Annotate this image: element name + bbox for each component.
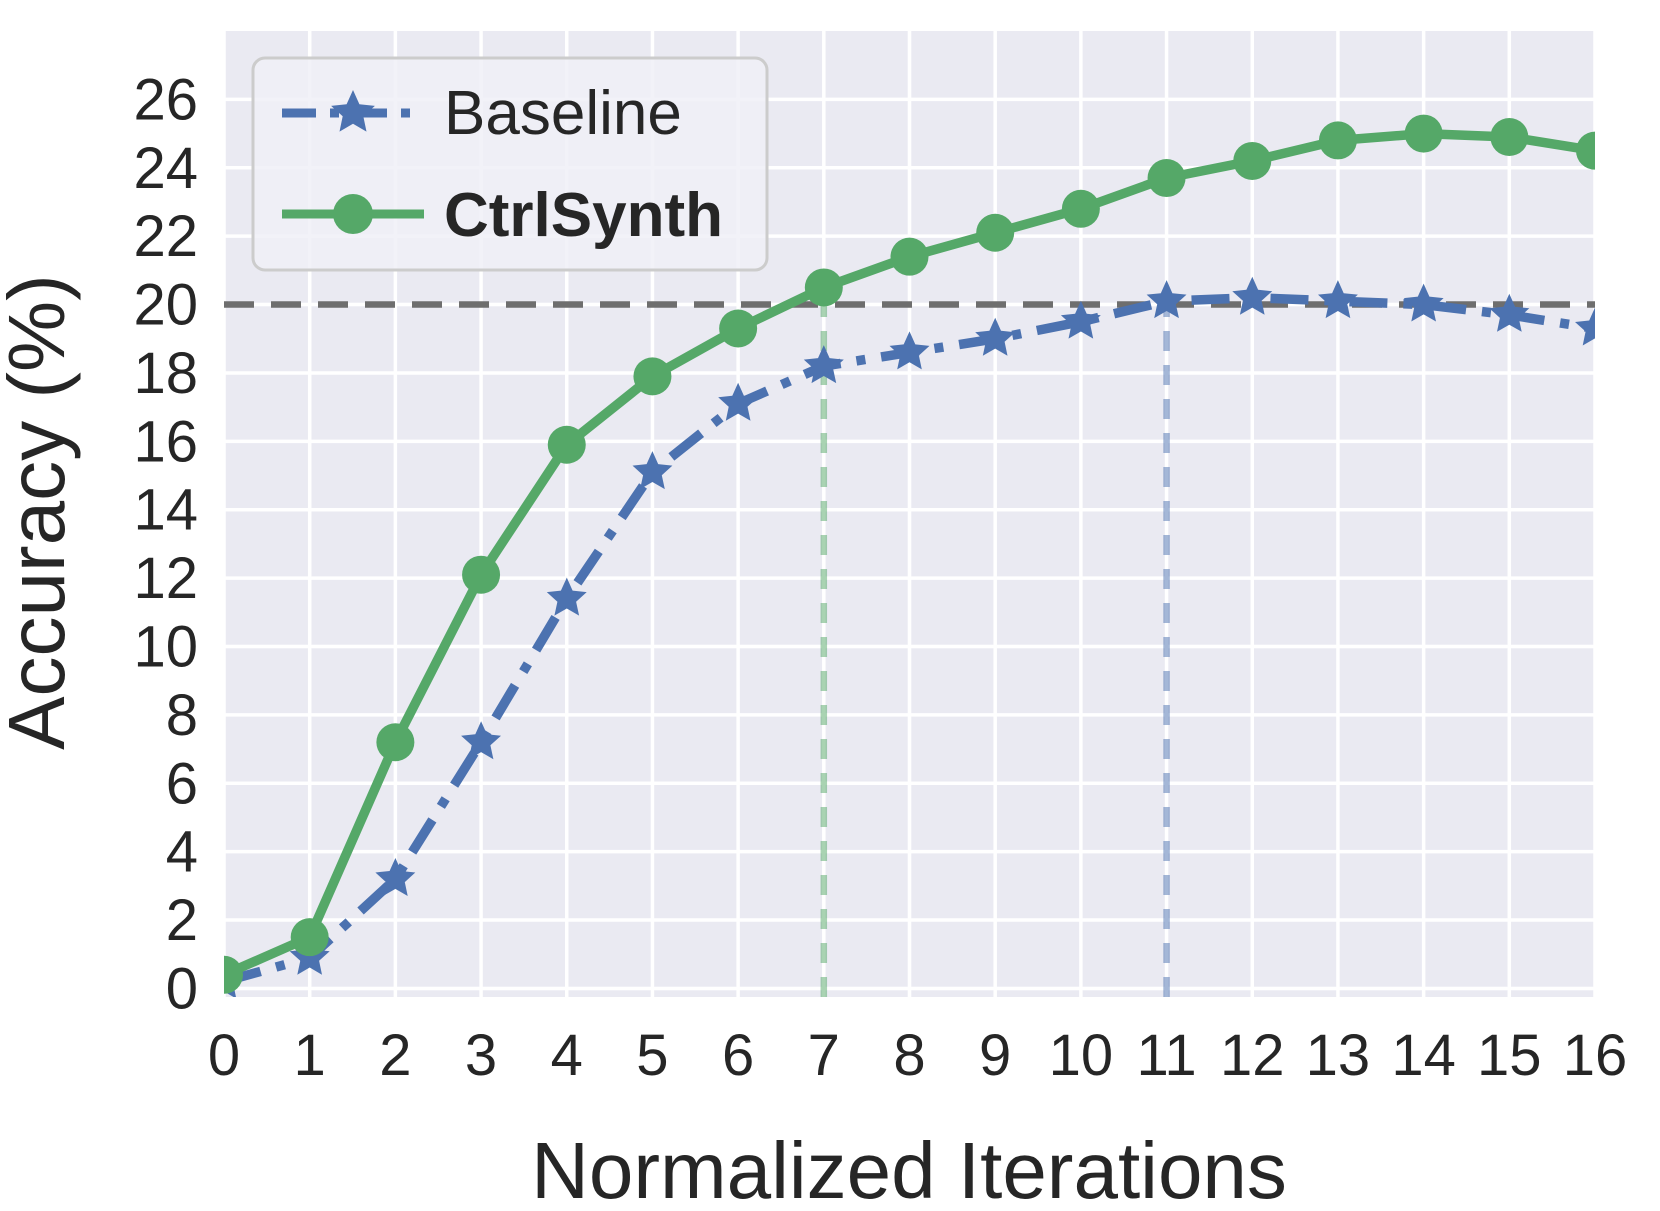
y-tick-label-14: 14: [133, 478, 198, 543]
marker-circle-ctrlsynth: [376, 723, 415, 762]
marker-star-baseline: [461, 721, 501, 760]
x-tick-label-10: 10: [1049, 1023, 1114, 1088]
y-tick-label-26: 26: [133, 67, 198, 132]
marker-star-baseline: [375, 858, 416, 896]
marker-star-baseline: [803, 345, 844, 384]
x-tick-label-12: 12: [1220, 1023, 1285, 1088]
x-tick-label-6: 6: [722, 1023, 754, 1088]
x-tick-label-7: 7: [808, 1023, 840, 1088]
marker-star-baseline: [718, 382, 759, 421]
y-tick-label-12: 12: [133, 546, 198, 611]
x-axis-label: Normalized Iterations: [531, 1126, 1287, 1211]
marker-circle-ctrlsynth: [1233, 141, 1272, 180]
marker-circle-ctrlsynth: [462, 555, 501, 594]
y-tick-label-4: 4: [166, 820, 198, 885]
marker-circle-ctrlsynth: [633, 357, 672, 396]
marker-circle-ctrlsynth: [224, 955, 243, 994]
marker-circle-ctrlsynth: [547, 425, 586, 464]
tick-labels: 0 1 2 3 4 5 6 7 8 9 10 11 12 13 14 15 160246810121416182…: [133, 67, 1627, 1088]
legend: Baseline CtrlSynth: [251, 56, 769, 272]
y-tick-label-20: 20: [133, 273, 198, 338]
x-tick-label-13: 13: [1306, 1023, 1371, 1088]
marker-star-baseline: [546, 577, 587, 616]
y-tick-label-16: 16: [133, 409, 198, 474]
y-tick-label-8: 8: [166, 683, 198, 748]
marker-star-baseline: [889, 331, 930, 370]
marker-star-baseline: [1232, 276, 1273, 315]
y-axis-label: Accuracy (%): [0, 274, 81, 750]
x-tick-label-2: 2: [379, 1023, 411, 1088]
series-ctrlsynth: [224, 114, 1595, 994]
marker-star-baseline: [1489, 293, 1530, 332]
marker-circle-ctrlsynth: [290, 918, 329, 957]
y-tick-label-24: 24: [133, 136, 198, 201]
x-tick-label-14: 14: [1391, 1023, 1456, 1088]
marker-circle-ctrlsynth: [719, 309, 758, 348]
y-tick-label-6: 6: [166, 751, 198, 816]
legend-ctrlsynth-circle-icon: [333, 194, 373, 234]
marker-star-baseline: [1146, 280, 1187, 319]
x-tick-label-15: 15: [1477, 1023, 1542, 1088]
x-tick-label-1: 1: [294, 1023, 326, 1088]
marker-circle-ctrlsynth: [1576, 131, 1595, 170]
x-tick-label-9: 9: [979, 1023, 1011, 1088]
y-tick-label-2: 2: [166, 888, 198, 953]
marker-star-baseline: [632, 451, 673, 490]
x-tick-label-0: 0: [208, 1023, 240, 1088]
y-tick-label-18: 18: [133, 341, 198, 406]
x-tick-label-5: 5: [636, 1023, 668, 1088]
marker-circle-ctrlsynth: [804, 268, 843, 307]
marker-circle-ctrlsynth: [1147, 159, 1186, 198]
x-tick-label-3: 3: [465, 1023, 497, 1088]
data-series: [224, 114, 1595, 997]
series-baseline: [224, 276, 1595, 997]
marker-circle-ctrlsynth: [976, 213, 1015, 252]
x-tick-label-8: 8: [893, 1023, 925, 1088]
marker-star-baseline: [975, 317, 1016, 356]
legend-ctrlsynth-label: CtrlSynth: [444, 181, 723, 250]
marker-circle-ctrlsynth: [1318, 121, 1357, 160]
marker-circle-ctrlsynth: [890, 237, 929, 276]
y-tick-label-22: 22: [133, 204, 198, 269]
marker-circle-ctrlsynth: [1490, 118, 1529, 157]
marker-circle-ctrlsynth: [1061, 189, 1100, 228]
x-tick-label-4: 4: [551, 1023, 583, 1088]
marker-star-baseline: [1403, 283, 1444, 322]
marker-star-baseline: [1575, 307, 1595, 346]
x-tick-label-16: 16: [1563, 1023, 1628, 1088]
legend-baseline-label: Baseline: [444, 79, 682, 148]
marker-circle-ctrlsynth: [1404, 114, 1443, 153]
marker-star-baseline: [1318, 280, 1358, 319]
x-tick-label-11: 11: [1136, 1023, 1196, 1088]
marker-star-baseline: [1060, 300, 1101, 339]
y-tick-label-10: 10: [133, 615, 198, 680]
legend-baseline-star-icon: [331, 90, 375, 132]
y-tick-label-0: 0: [166, 956, 198, 1021]
